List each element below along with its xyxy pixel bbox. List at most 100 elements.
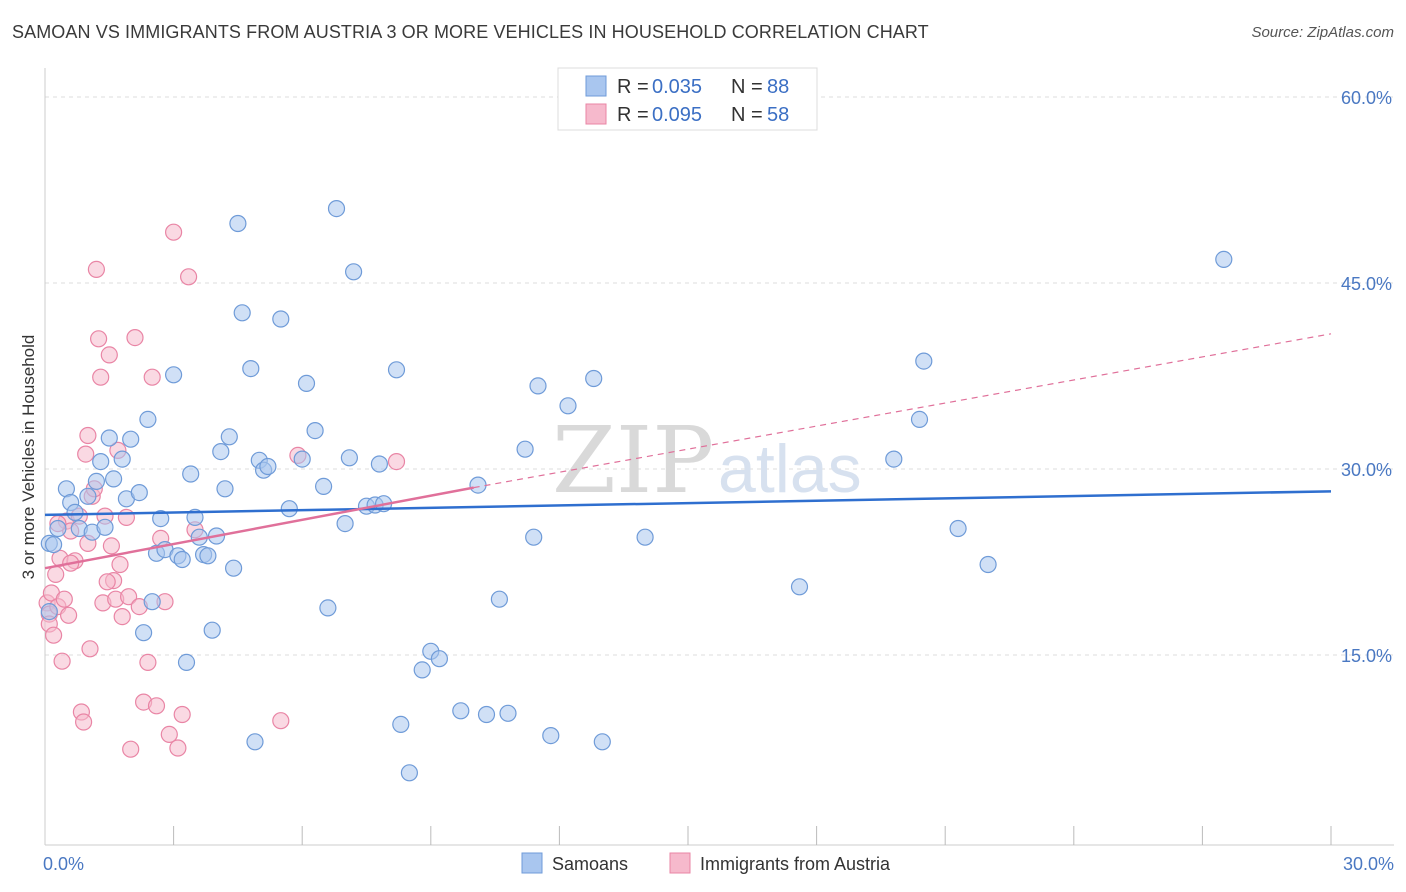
samoans-point-17	[130, 484, 148, 502]
samoans-point-80	[790, 578, 809, 596]
y-tick-label-15: 15.0%	[1341, 646, 1392, 666]
samoans-point-63	[400, 764, 418, 782]
samoans-point-10	[92, 453, 110, 471]
samoans-point-55	[340, 449, 358, 467]
austria-point-47	[169, 739, 187, 757]
samoans-point-61	[387, 361, 406, 379]
austria-point-34	[117, 508, 136, 527]
samoans-point-32	[199, 547, 217, 565]
samoans-point-12	[100, 429, 118, 447]
samoans-point-69	[477, 705, 496, 724]
samoans-point-74	[529, 377, 547, 395]
samoans-point-82	[910, 410, 929, 428]
samoans-point-2	[49, 519, 67, 538]
samoans-point-77	[585, 369, 603, 388]
austria-point-24	[92, 368, 110, 386]
samoans-point-71	[499, 704, 517, 722]
samoans-point-49	[297, 374, 316, 392]
samoans-point-52	[319, 599, 337, 617]
austria-point-46	[165, 223, 183, 241]
samoans-point-46	[272, 310, 290, 328]
austria-point-4	[44, 626, 63, 644]
samoans-point-56	[345, 263, 363, 281]
austria-point-19	[81, 640, 99, 658]
austria-point-11	[59, 606, 78, 624]
austria-point-45	[160, 725, 178, 744]
austria-point-48	[173, 705, 191, 724]
samoans-point-38	[225, 559, 243, 577]
austria-trend-line	[44, 486, 474, 570]
samoans-point-73	[525, 528, 543, 546]
legend-n-value-austria: 58	[767, 104, 789, 126]
legend-r-value-samoans: 0.035	[652, 76, 702, 98]
samoans-point-84	[949, 519, 967, 538]
samoans-point-66	[430, 650, 448, 668]
samoans-points	[40, 200, 1233, 782]
austria-point-28	[102, 537, 121, 555]
samoans-point-5	[66, 503, 84, 522]
legend-swatch-austria	[585, 103, 607, 125]
samoans-trend-line	[44, 490, 1332, 517]
samoans-point-45	[259, 457, 277, 476]
samoans-point-20	[143, 593, 161, 611]
samoans-point-40	[233, 304, 251, 322]
samoans-point-22	[152, 509, 170, 528]
y-axis-tick-labels: 15.0% 30.0% 45.0% 60.0%	[1341, 88, 1392, 666]
x-axis-ticks	[173, 826, 1332, 845]
trend-lines	[44, 333, 1332, 570]
samoans-point-39	[229, 214, 247, 233]
samoans-point-81	[885, 450, 903, 468]
austria-point-32	[111, 555, 129, 574]
samoans-point-33	[203, 621, 221, 639]
austria-point-42	[147, 697, 166, 715]
austria-point-33	[113, 607, 131, 626]
austria-point-17	[77, 445, 95, 463]
samoans-point-79	[636, 528, 654, 546]
austria-point-49	[180, 268, 198, 286]
samoans-point-86	[1215, 250, 1233, 268]
samoans-point-51	[315, 477, 333, 495]
samoans-point-37	[220, 428, 238, 446]
austria-point-16	[74, 713, 93, 731]
watermark-atlas: atlas	[718, 431, 862, 507]
legend-r-label-austria: R =	[617, 104, 649, 126]
samoans-point-36	[216, 480, 234, 498]
samoans-point-54	[336, 514, 354, 533]
legend-r-value-austria: 0.095	[652, 104, 702, 126]
austria-point-41	[143, 368, 161, 386]
austria-point-5	[47, 565, 65, 584]
samoans-point-68	[469, 476, 487, 494]
x-tick-label-min: 0.0%	[43, 854, 84, 874]
series-legend-label-austria: Immigrants from Austria	[700, 854, 891, 874]
austria-point-22	[87, 260, 106, 278]
samoans-point-50	[306, 422, 324, 440]
austria-point-51	[272, 712, 290, 730]
samoans-point-13	[104, 470, 123, 488]
watermark-zip: ZIP	[552, 407, 714, 514]
x-tick-label-max: 30.0%	[1343, 854, 1394, 874]
austria-point-40	[139, 653, 157, 672]
samoans-point-85	[979, 555, 997, 574]
austria-point-27	[100, 346, 118, 364]
samoans-point-78	[593, 733, 611, 751]
stats-legend: R = 0.035 N = 88 R = 0.095 N = 58	[557, 67, 818, 131]
samoans-point-42	[246, 733, 264, 751]
samoans-point-18	[135, 624, 153, 642]
austria-point-53	[387, 453, 406, 471]
austria-trend-line-extension	[473, 333, 1332, 489]
legend-swatch-samoans	[585, 75, 607, 97]
samoans-point-14	[113, 450, 131, 468]
samoans-point-67	[452, 702, 470, 720]
samoans-point-47	[280, 500, 298, 518]
austria-point-8	[53, 652, 71, 670]
samoans-point-16	[122, 430, 140, 448]
samoans-point-41	[242, 360, 260, 378]
samoans-point-28	[182, 465, 200, 483]
y-tick-label-30: 30.0%	[1341, 460, 1392, 480]
samoans-point-76	[559, 397, 577, 415]
y-axis-title: 3 or more Vehicles in Household	[19, 335, 38, 580]
samoans-point-62	[392, 715, 410, 734]
samoans-point-19	[139, 410, 157, 428]
legend-n-label-austria: N =	[731, 104, 763, 126]
